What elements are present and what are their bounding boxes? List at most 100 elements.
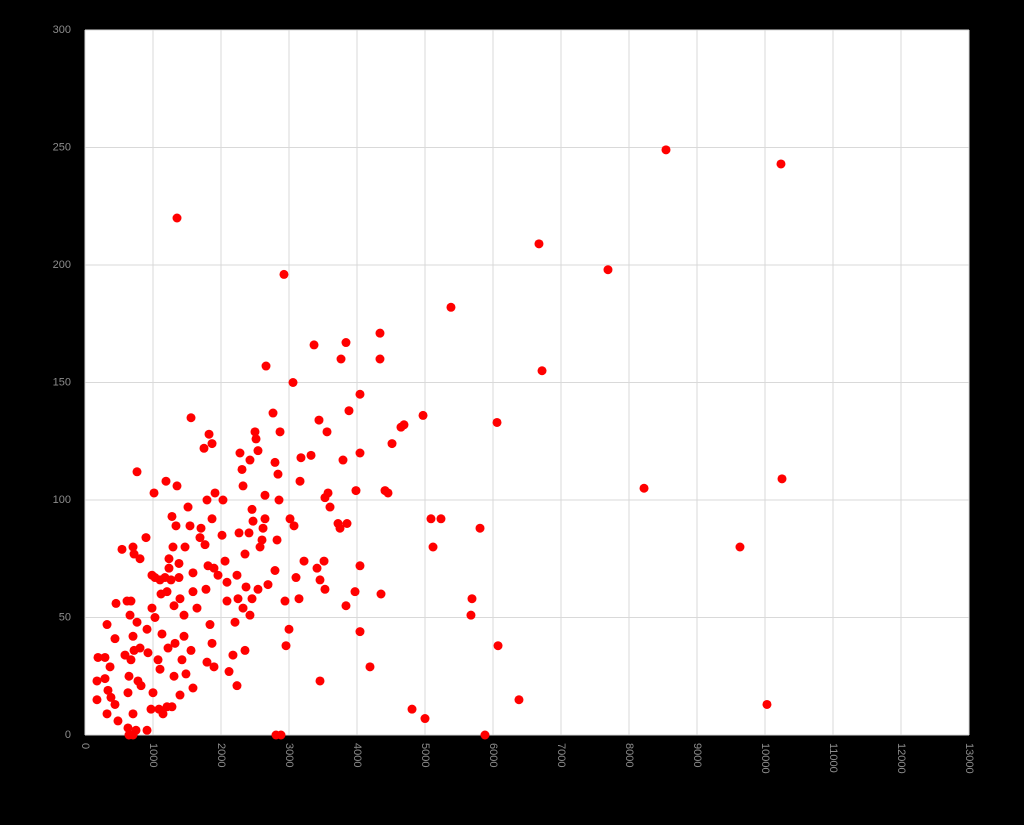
point <box>222 577 232 587</box>
point <box>186 413 196 423</box>
point <box>467 594 477 604</box>
point <box>436 514 446 524</box>
point <box>153 655 163 665</box>
point <box>199 443 209 453</box>
point <box>204 429 214 439</box>
point <box>129 549 139 559</box>
point <box>217 530 227 540</box>
point <box>296 453 306 463</box>
point <box>279 269 289 279</box>
point <box>125 610 135 620</box>
x-tick-label: 3000 <box>283 743 295 767</box>
point <box>232 570 242 580</box>
point <box>156 589 166 599</box>
point <box>253 584 263 594</box>
point <box>132 467 142 477</box>
point <box>281 641 291 651</box>
point <box>110 634 120 644</box>
point <box>257 535 267 545</box>
point <box>105 662 115 672</box>
point <box>336 354 346 364</box>
point <box>110 699 120 709</box>
point <box>285 514 295 524</box>
point <box>207 638 217 648</box>
point <box>213 570 223 580</box>
point <box>355 448 365 458</box>
y-tick-label: 50 <box>59 611 71 623</box>
point <box>475 523 485 533</box>
point <box>132 617 142 627</box>
point <box>210 488 220 498</box>
point <box>319 556 329 566</box>
point <box>161 476 171 486</box>
point <box>129 645 139 655</box>
point <box>113 716 123 726</box>
point <box>273 469 283 479</box>
point <box>170 638 180 648</box>
point <box>312 563 322 573</box>
point <box>238 481 248 491</box>
x-tick-label: 2000 <box>215 743 227 767</box>
point <box>355 389 365 399</box>
point <box>250 427 260 437</box>
x-tick-label: 0 <box>79 743 91 749</box>
x-tick-label: 6000 <box>487 743 499 767</box>
point <box>106 692 116 702</box>
point <box>238 603 248 613</box>
point <box>237 464 247 474</box>
point <box>167 702 177 712</box>
point <box>102 709 112 719</box>
point <box>291 573 301 583</box>
point <box>603 265 613 275</box>
point <box>124 671 134 681</box>
point <box>147 603 157 613</box>
x-tick-label: 13000 <box>963 743 975 774</box>
point <box>270 457 280 467</box>
point <box>466 610 476 620</box>
point <box>288 378 298 387</box>
x-tick-label: 5000 <box>419 743 431 767</box>
point <box>338 455 348 465</box>
point <box>258 523 268 533</box>
point <box>181 669 191 679</box>
point <box>235 448 245 458</box>
point <box>207 439 217 449</box>
y-tick-label: 200 <box>53 259 71 271</box>
point <box>245 610 255 620</box>
point <box>314 415 324 425</box>
y-tick-label: 0 <box>65 729 71 741</box>
point <box>92 695 102 705</box>
point <box>428 542 438 552</box>
x-tick-label: 11000 <box>827 743 839 773</box>
point <box>776 159 786 169</box>
point <box>306 450 316 460</box>
x-tick-label: 7000 <box>555 743 567 767</box>
point <box>179 631 189 641</box>
point <box>185 521 195 531</box>
point <box>195 533 205 543</box>
point <box>188 683 198 693</box>
point <box>174 573 184 583</box>
point <box>245 455 255 465</box>
point <box>174 558 184 568</box>
point <box>120 650 130 660</box>
point <box>251 434 261 444</box>
point <box>260 490 270 500</box>
point <box>228 650 238 660</box>
point <box>289 521 299 531</box>
point <box>315 676 325 686</box>
point <box>294 594 304 604</box>
point <box>380 486 390 496</box>
point <box>375 354 385 364</box>
point <box>274 495 284 505</box>
point <box>122 596 132 606</box>
point <box>396 422 406 432</box>
point <box>270 566 280 575</box>
point <box>180 542 190 552</box>
point <box>351 486 361 496</box>
point <box>735 542 745 552</box>
point <box>320 584 330 594</box>
point <box>111 598 121 608</box>
point <box>480 730 490 740</box>
